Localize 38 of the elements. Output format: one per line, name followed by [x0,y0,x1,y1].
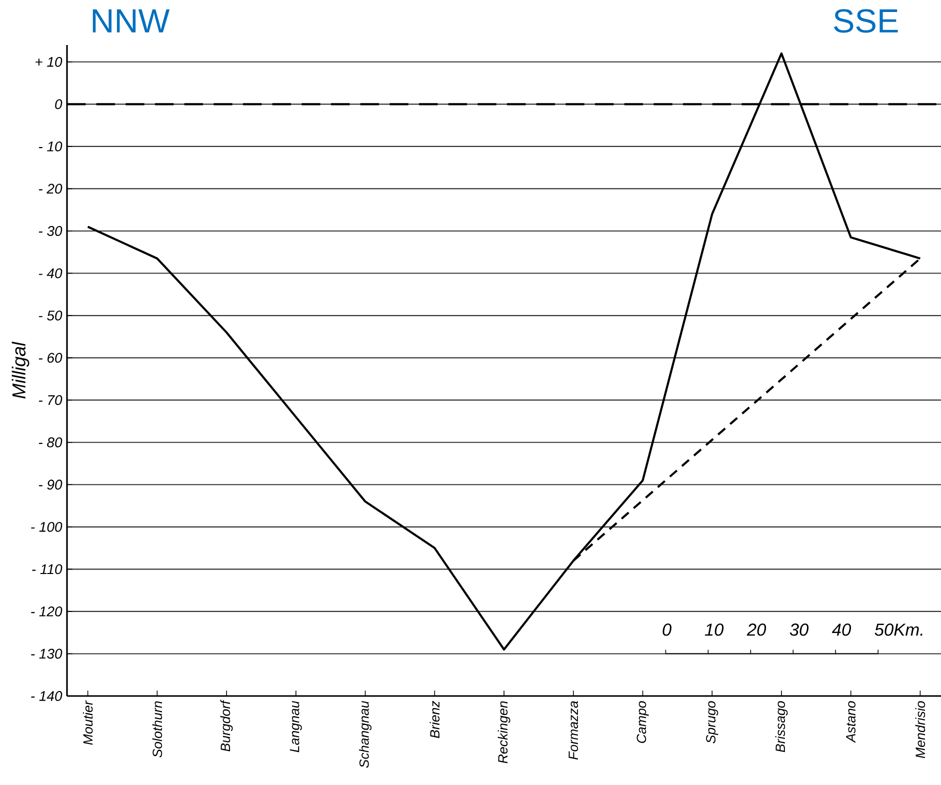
y-tick-label: - 20 [38,184,62,194]
y-tick-label: - 100 [31,522,62,532]
y-tick-label: + 10 [36,56,62,67]
text: SSE [834,9,898,33]
x-tick-label: Schangnau [359,700,372,768]
x-tick-label: Langnau [290,700,302,752]
y-tick-label: - 50 [38,310,62,321]
x-tick-label: Reckingen [498,701,510,764]
annotation: 0 [662,624,672,636]
y-tick-label: - 60 [38,352,62,363]
y-tick-label: - 140 [31,691,62,701]
y-tick-label: - 90 [38,480,62,490]
annotation: 30 [790,624,809,636]
x-tick-label: Sprugo [706,701,718,744]
y-axis-title: Milligal [12,342,30,398]
text: NNW [92,9,170,32]
y-tick-label: - 10 [38,142,62,152]
annotation: 50Km. [874,624,922,636]
y-tick-label: - 120 [31,606,62,616]
x-tick-label: Burgdorf [220,700,233,752]
x-tick-label: Moutier [82,700,93,745]
annotation: 40 [832,624,851,636]
y-tick-label: 0 [55,99,62,110]
x-tick-label: Solothurn [152,701,162,758]
x-tick-label: Brienz [430,700,440,738]
y-tick-label: - 70 [38,395,62,406]
annotation: 10 [704,624,724,636]
y-tick-label: - 40 [38,268,62,278]
x-tick-label: Formazza [568,701,578,760]
y-tick-label: - 130 [31,648,62,659]
x-tick-label: Astano [846,701,856,743]
y-tick-label: - 30 [38,226,62,236]
x-tick-label: Mendrisio [915,701,926,758]
y-tick-label: - 80 [38,437,62,448]
y-tick-label: - 110 [32,564,62,574]
annotation: 20 [746,624,766,636]
x-tick-label: Campo [636,701,649,743]
x-tick-label: Brissago [775,701,788,752]
